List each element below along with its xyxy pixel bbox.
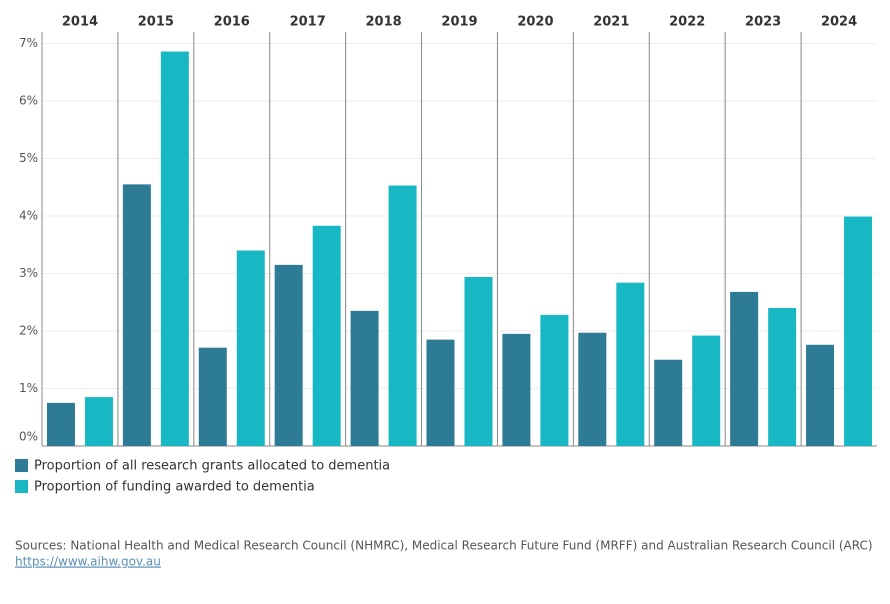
bar bbox=[46, 402, 75, 446]
panel-header: 2021 bbox=[593, 15, 629, 30]
y-tick-label: 4% bbox=[19, 209, 38, 223]
panel-header: 2022 bbox=[669, 15, 705, 30]
panel-header: 2020 bbox=[517, 15, 553, 30]
y-tick-label: 0% bbox=[19, 430, 38, 444]
y-tick-label: 7% bbox=[19, 36, 38, 50]
bar bbox=[274, 264, 303, 446]
bar bbox=[654, 359, 683, 446]
panel-header: 2023 bbox=[745, 15, 781, 30]
panel-header: 2015 bbox=[138, 15, 174, 30]
panel-header: 2017 bbox=[290, 15, 326, 30]
bar bbox=[806, 344, 835, 446]
panel-header: 2024 bbox=[821, 15, 857, 30]
bar bbox=[388, 185, 417, 446]
bar bbox=[464, 276, 493, 446]
bar bbox=[312, 225, 341, 446]
bar bbox=[160, 51, 189, 447]
bar bbox=[502, 333, 531, 446]
bar bbox=[198, 347, 227, 446]
panel-header: 2016 bbox=[214, 15, 250, 30]
y-tick-label: 6% bbox=[19, 94, 38, 108]
bar bbox=[350, 310, 379, 446]
legend-swatch bbox=[15, 480, 28, 493]
bar bbox=[540, 314, 569, 446]
bar bbox=[768, 308, 797, 446]
source-note: Sources: National Health and Medical Res… bbox=[15, 539, 873, 553]
y-tick-label: 2% bbox=[19, 324, 38, 338]
bar bbox=[236, 250, 265, 446]
bar bbox=[578, 332, 607, 446]
bar bbox=[616, 282, 645, 446]
bar bbox=[84, 397, 113, 446]
legend-swatch bbox=[15, 459, 28, 472]
legend-label: Proportion of funding awarded to dementi… bbox=[34, 480, 315, 495]
bar bbox=[692, 335, 721, 446]
y-tick-label: 5% bbox=[19, 151, 38, 165]
bar bbox=[426, 339, 455, 446]
bar bbox=[122, 184, 151, 446]
bar bbox=[844, 216, 873, 446]
panel-header: 2014 bbox=[62, 15, 98, 30]
y-tick-label: 1% bbox=[19, 381, 38, 395]
bar bbox=[730, 291, 759, 446]
panel-header: 2019 bbox=[441, 15, 477, 30]
y-tick-label: 3% bbox=[19, 266, 38, 280]
panel-header: 2018 bbox=[365, 15, 401, 30]
legend-label: Proportion of all research grants alloca… bbox=[34, 459, 390, 474]
source-link[interactable]: https://www.aihw.gov.au bbox=[15, 555, 161, 569]
